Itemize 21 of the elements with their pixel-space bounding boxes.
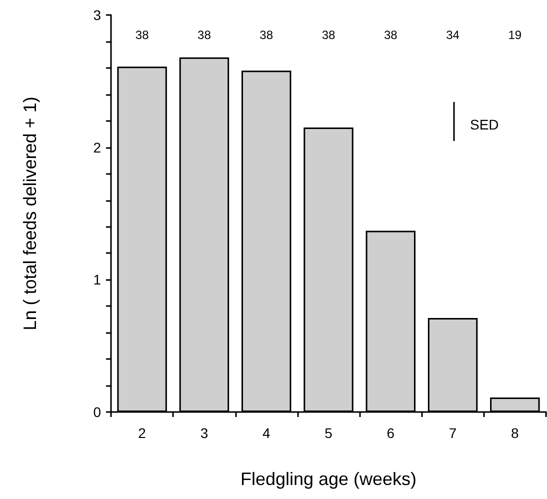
annotation: 38: [322, 28, 336, 42]
y-tick-label: 0: [93, 404, 102, 420]
x-tick-label: 6: [386, 425, 395, 441]
x-tick-label: 4: [262, 425, 270, 441]
y-tick-label: 1: [93, 272, 102, 288]
annotation: 34: [446, 28, 460, 42]
x-tick-label: 5: [324, 425, 333, 441]
x-tick-label: 7: [448, 425, 457, 441]
annotation: 38: [198, 28, 212, 42]
x-axis-title: Fledgling age (weeks): [240, 469, 417, 489]
y-axis-title: Ln ( total feeds delivered + 1): [20, 96, 40, 330]
y-tick-label: 3: [93, 7, 102, 23]
annotation: 38: [260, 28, 274, 42]
x-tick-label: 3: [200, 425, 208, 441]
annotation: 38: [135, 28, 150, 42]
annotation: 38: [384, 28, 398, 42]
y-tick-label: 2: [93, 139, 102, 156]
x-tick-label: 8: [511, 425, 520, 441]
annotation: SED: [470, 116, 499, 132]
x-tick-label: 2: [138, 425, 146, 441]
annotation: 19: [508, 28, 522, 42]
